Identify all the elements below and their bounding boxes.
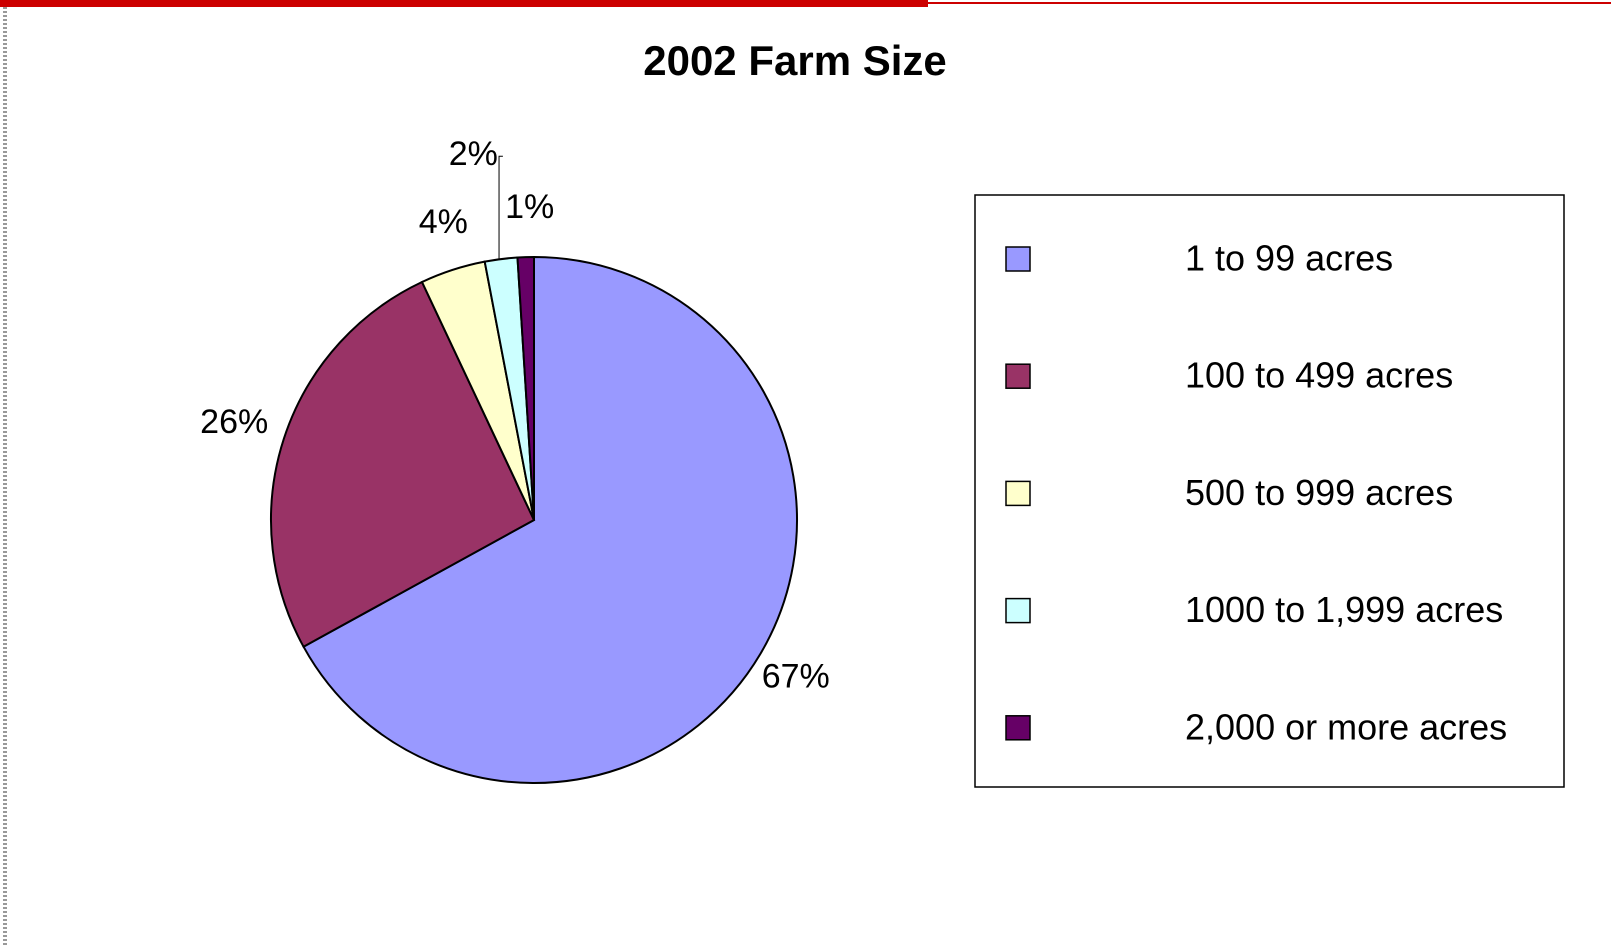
- legend-swatch: [1005, 715, 1031, 741]
- data-label: 26%: [200, 403, 268, 441]
- pie-slice: [270, 280, 536, 649]
- top-bar: [0, 0, 928, 7]
- leader-line: [498, 155, 503, 260]
- data-label: 67%: [762, 657, 830, 695]
- pie-slice: [516, 255, 535, 521]
- legend-swatch: [1005, 480, 1031, 507]
- data-label: 1%: [505, 188, 554, 226]
- legend-swatch: [1005, 597, 1031, 624]
- legend-label: 1000 to 1,999 acres: [1185, 589, 1503, 630]
- data-label: 2%: [449, 135, 498, 173]
- legend-label: 2,000 or more acres: [1185, 706, 1507, 747]
- chart-title: 2002 Farm Size: [643, 37, 947, 84]
- legend-swatch: [1005, 363, 1031, 389]
- legend-label: 100 to 499 acres: [1185, 355, 1453, 396]
- legend-label: 500 to 999 acres: [1185, 472, 1453, 513]
- data-label: 4%: [419, 203, 468, 241]
- legend-swatch: [1005, 246, 1031, 272]
- legend-box: [974, 194, 1565, 788]
- legend-label: 1 to 99 acres: [1185, 238, 1393, 279]
- pie-slice: [302, 255, 798, 784]
